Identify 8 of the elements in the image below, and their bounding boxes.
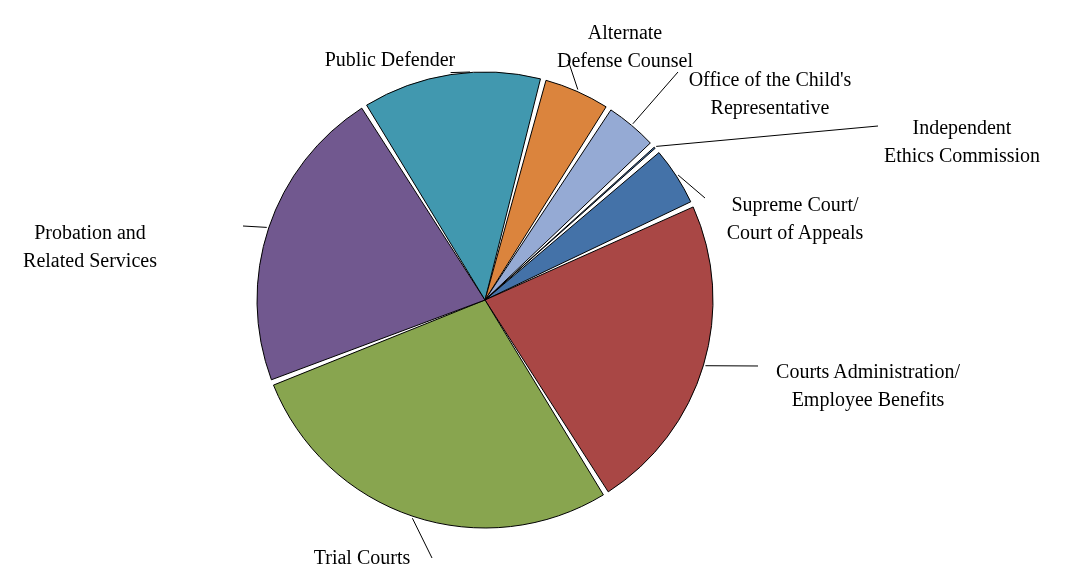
slice-label: Independent Ethics Commission	[883, 116, 1041, 166]
slice-label: Probation and Related Services	[23, 221, 158, 271]
slice-label: Supreme Court/ Court of Appeals	[726, 193, 864, 244]
slice-label: Alternate Defense Counsel	[556, 21, 694, 71]
slice-label: Office of the Child's Representative	[688, 68, 852, 119]
slice-label: Public Defender	[324, 48, 456, 70]
slice-label: Courts Administration/ Employee Benefits	[776, 360, 961, 411]
slice-label: Trial Courts	[313, 546, 411, 568]
